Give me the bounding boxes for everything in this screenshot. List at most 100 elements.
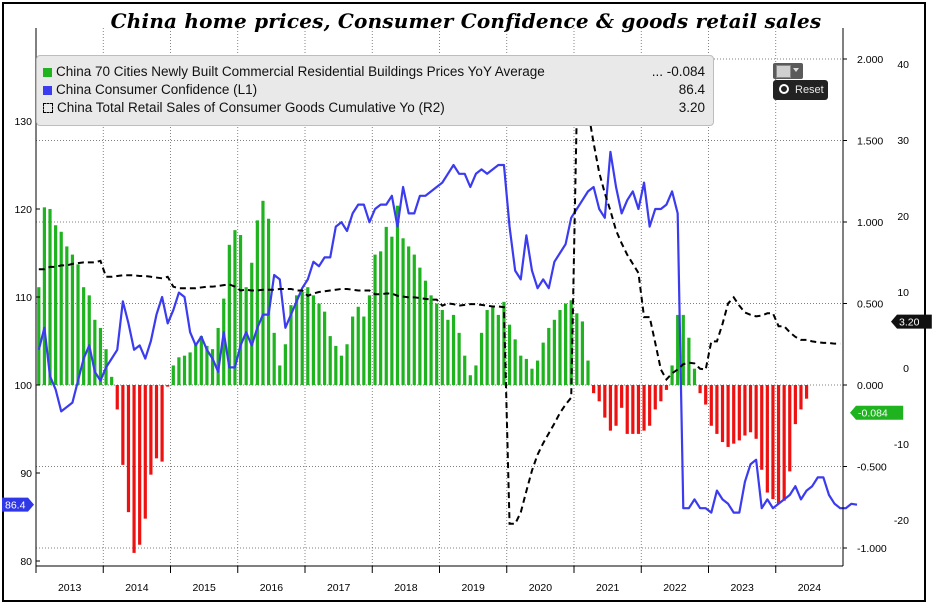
- bar: [143, 385, 147, 519]
- bar: [407, 246, 411, 385]
- tick-label-x: 2018: [394, 582, 418, 594]
- tick-label-right2: 30: [897, 135, 909, 147]
- bar: [597, 385, 601, 402]
- bar: [715, 385, 719, 434]
- bar: [793, 385, 797, 425]
- bar: [65, 246, 69, 385]
- tick-label-right1: 1.500: [857, 136, 883, 148]
- tick-label-right2: -10: [894, 439, 909, 451]
- tick-label-left: 130: [14, 116, 32, 128]
- bar: [636, 385, 641, 434]
- bar: [603, 385, 607, 418]
- bar: [513, 339, 517, 385]
- tick-label-x: 2022: [663, 582, 687, 594]
- bar: [412, 254, 416, 385]
- tick-label-x: 2014: [125, 582, 149, 594]
- bar: [250, 262, 254, 385]
- bar: [294, 295, 299, 385]
- bar: [670, 365, 674, 385]
- bar: [317, 303, 321, 385]
- bar: [547, 327, 551, 385]
- bar: [681, 314, 685, 385]
- bar: [552, 319, 556, 385]
- legend-label: China Consumer Confidence (L1): [56, 82, 258, 97]
- bar: [334, 345, 338, 385]
- bar: [535, 360, 540, 385]
- tick-label-right1: 0.500: [857, 299, 883, 311]
- bar: [373, 254, 377, 385]
- bar: [121, 385, 125, 465]
- bar: [272, 332, 276, 385]
- bar: [451, 314, 456, 385]
- bar: [76, 264, 80, 385]
- bar: [138, 385, 142, 545]
- bar: [732, 385, 736, 444]
- bar: [524, 358, 528, 385]
- tick-label-x: 2021: [596, 582, 620, 594]
- bar: [457, 332, 461, 385]
- tick-label-right2: -20: [894, 515, 909, 527]
- bar: [642, 385, 646, 431]
- end-tag-r2-shape: [891, 314, 932, 329]
- tick-label-right1: -1.000: [857, 543, 887, 555]
- tick-label-left: 80: [20, 556, 32, 568]
- bar: [255, 220, 259, 385]
- legend: China 70 Cities Newly Built Commercial R…: [36, 55, 714, 126]
- bar: [776, 385, 781, 504]
- bar: [569, 300, 573, 385]
- bar: [586, 360, 590, 385]
- bar: [754, 385, 758, 439]
- tick-label-right2: 10: [897, 287, 909, 299]
- bar: [631, 385, 635, 434]
- bar: [266, 218, 271, 385]
- legend-item-retail-sales[interactable]: China Total Retail Sales of Consumer Goo…: [43, 99, 445, 117]
- tick-label-left: 90: [20, 468, 32, 480]
- bar: [468, 375, 472, 385]
- bar: [608, 385, 613, 431]
- bar: [289, 305, 293, 385]
- bar: [177, 357, 181, 385]
- bar: [760, 385, 764, 470]
- chart-type-menu-button[interactable]: [773, 63, 803, 79]
- bar: [748, 385, 753, 433]
- bar: [70, 254, 75, 385]
- bar: [283, 344, 287, 385]
- series-line-consumer-confidence: [37, 150, 858, 514]
- legend-item-consumer-confidence[interactable]: China Consumer Confidence (L1): [43, 81, 257, 99]
- reset-button[interactable]: Reset: [773, 80, 828, 100]
- bar: [205, 345, 209, 385]
- bar: [804, 385, 809, 399]
- bar: [238, 235, 243, 385]
- tick-label-x: 2013: [58, 582, 82, 594]
- tick-label-left: 100: [14, 380, 32, 392]
- bar: [575, 313, 579, 385]
- bar: [379, 251, 383, 385]
- bar: [788, 385, 792, 472]
- bar: [362, 316, 366, 385]
- legend-label: China 70 Cities Newly Built Commercial R…: [56, 64, 545, 79]
- bar: [765, 385, 769, 493]
- tick-label-x: 2020: [529, 582, 553, 594]
- bar: [98, 327, 103, 385]
- chart-title: China home prices, Consumer Confidence &…: [110, 9, 822, 33]
- bar: [530, 368, 534, 385]
- bar: [188, 352, 192, 385]
- bar: [323, 311, 327, 385]
- bar: [93, 319, 97, 385]
- chart-icon: [776, 65, 791, 78]
- tick-label-x: 2017: [327, 582, 351, 594]
- legend-item-home-prices[interactable]: China 70 Cities Newly Built Commercial R…: [43, 63, 545, 81]
- legend-value: ... -0.084: [651, 64, 705, 79]
- bar: [199, 336, 203, 385]
- bar: [194, 344, 198, 385]
- legend-swatch-green: [43, 68, 52, 77]
- bar: [479, 332, 484, 385]
- bar: [507, 324, 512, 385]
- bar: [541, 342, 545, 385]
- bar: [692, 368, 697, 385]
- tick-label-right2: 0: [903, 363, 909, 375]
- chevron-down-icon: [793, 68, 799, 72]
- tick-label-left: 120: [14, 204, 32, 216]
- bar: [625, 385, 629, 434]
- reset-label: Reset: [795, 84, 824, 96]
